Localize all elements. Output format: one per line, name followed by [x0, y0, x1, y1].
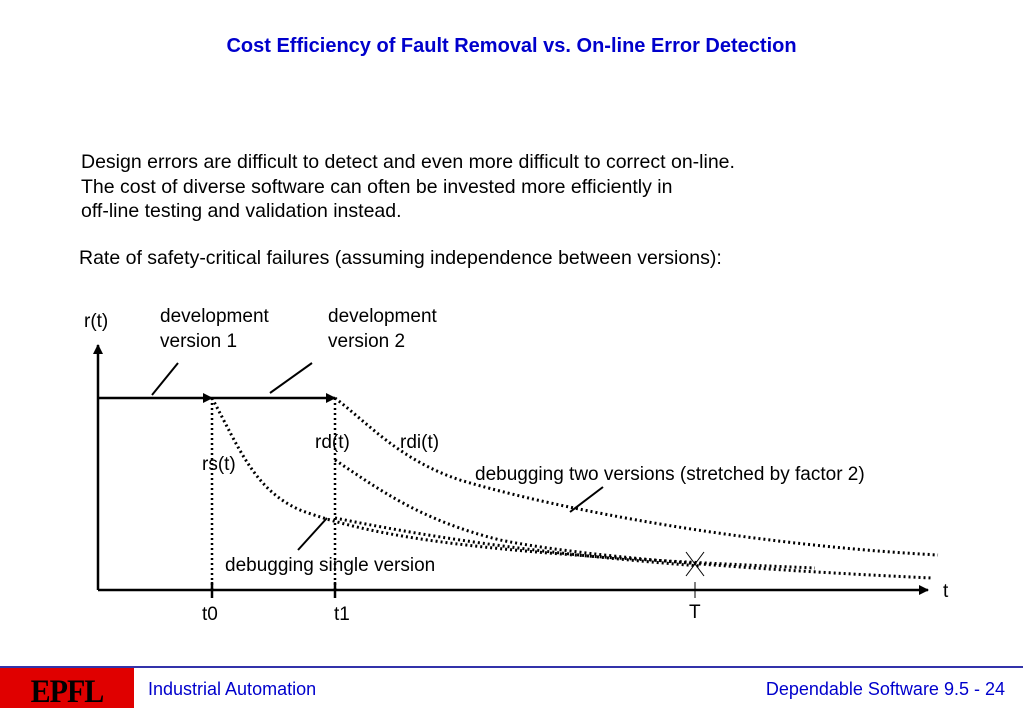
- dev-v2-label-line1: development: [328, 306, 438, 327]
- epfl-logo: EPFL: [0, 668, 134, 710]
- two-versions-label: debugging two versions (stretched by fac…: [475, 464, 865, 485]
- rd-label: rd(t): [315, 432, 350, 453]
- t1-to-rs-dotted: [334, 516, 701, 568]
- footer-course: Industrial Automation: [148, 679, 317, 699]
- tick-label-T: T: [689, 602, 701, 623]
- x-axis-label: t: [943, 581, 949, 602]
- paragraph-line-3: off-line testing and validation instead.: [81, 200, 402, 222]
- callout-dev-v1: [151, 362, 179, 396]
- tick-label-t1: t1: [334, 604, 350, 625]
- footer-divider: [0, 666, 1023, 668]
- rs-label: rs(t): [202, 454, 236, 475]
- dev-v1-label-line2: version 1: [160, 331, 237, 352]
- callout-single-version: [297, 517, 328, 551]
- intersection-mark-b: [685, 551, 705, 577]
- slide-title: Cost Efficiency of Fault Removal vs. On-…: [226, 35, 797, 57]
- dev-v1-label-line1: development: [160, 306, 270, 327]
- rd-curve: [334, 458, 933, 580]
- epfl-logo-icon: EPFL: [31, 673, 105, 710]
- rdi-label: rdi(t): [400, 432, 439, 453]
- single-version-label: debugging single version: [225, 555, 435, 576]
- y-axis-label: r(t): [84, 311, 108, 332]
- footer-page: Dependable Software 9.5 - 24: [765, 679, 1005, 699]
- rs-curve: [210, 397, 816, 570]
- callout-two-versions: [569, 486, 604, 513]
- rate-heading: Rate of safety-critical failures (assumi…: [79, 247, 722, 269]
- paragraph-line-2: The cost of diverse software can often b…: [81, 175, 673, 198]
- rdi-curve: [334, 396, 939, 557]
- tick-label-t0: t0: [202, 604, 218, 625]
- intro-paragraph: Design errors are difficult to detect an…: [81, 150, 735, 224]
- paragraph-line-1: Design errors are difficult to detect an…: [81, 151, 735, 173]
- callout-dev-v2: [269, 362, 313, 394]
- logo-text: EPFL: [31, 673, 104, 708]
- dev-v2-label-line2: version 2: [328, 331, 405, 352]
